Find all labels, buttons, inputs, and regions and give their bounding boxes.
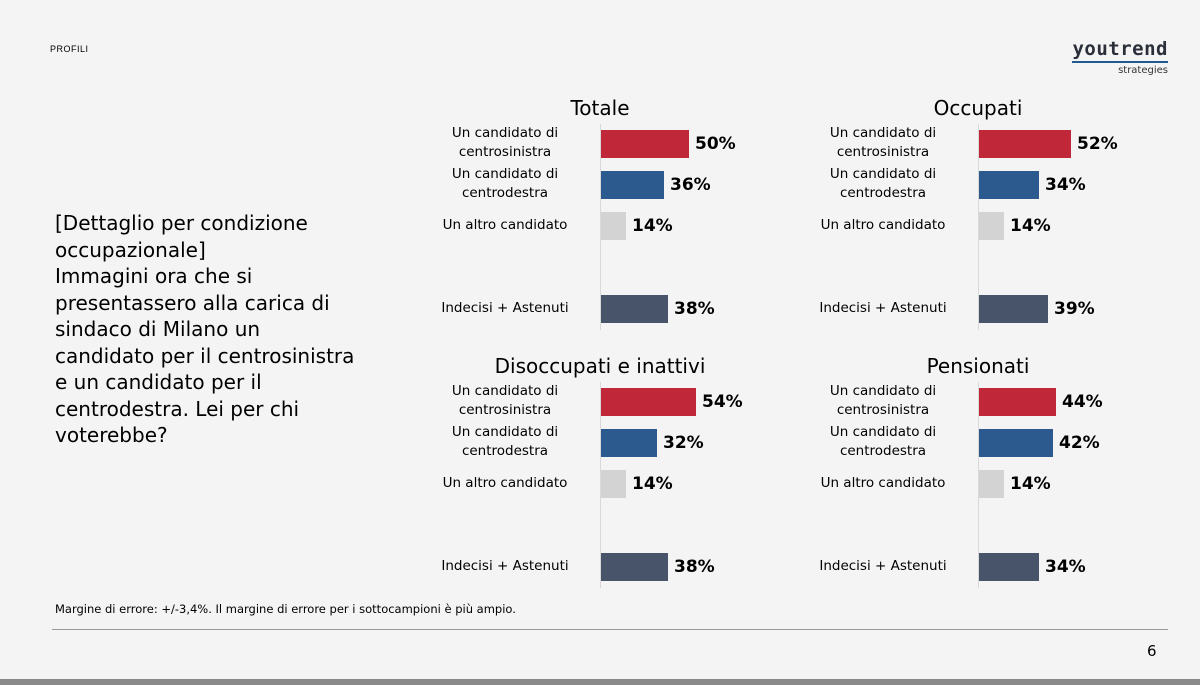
category-label-line: Indecisi + Astenuti	[441, 557, 569, 574]
category-label-indecisi-astenuti: Indecisi + Astenuti	[425, 299, 585, 318]
category-axis	[978, 382, 979, 588]
panel-title: Occupati	[933, 96, 1023, 120]
category-label-indecisi-astenuti: Indecisi + Astenuti	[803, 557, 963, 576]
bar-centrodestra	[979, 429, 1053, 457]
category-label-line: Indecisi + Astenuti	[819, 557, 947, 574]
category-axis	[600, 382, 601, 588]
panel-title: Disoccupati e inattivi	[494, 354, 706, 378]
data-label-centrodestra: 32%	[663, 433, 704, 453]
margin-of-error-note: Margine di errore: +/-3,4%. Il margine d…	[55, 602, 516, 616]
category-label-altro-candidato: Un altro candidato	[803, 474, 963, 493]
category-label-altro-candidato: Un altro candidato	[803, 216, 963, 235]
category-label-line: Un candidato di	[829, 125, 937, 141]
question-line: Immagini ora che si	[55, 264, 253, 288]
bottom-band	[0, 679, 1200, 685]
category-label-centrosinistra: Un candidato di centrosinistra	[425, 382, 585, 420]
question-line: [Dettaglio per condizione	[55, 211, 308, 235]
bar-centrosinistra	[979, 130, 1071, 158]
category-label-centrosinistra: Un candidato di centrosinistra	[803, 124, 963, 162]
category-label-line: centrodestra	[839, 443, 927, 459]
bar-altro-candidato	[979, 470, 1004, 498]
logo-wordmark: youtrend	[1072, 38, 1168, 60]
category-label-centrodestra: Un candidato di centrodestra	[425, 423, 585, 461]
category-label-indecisi-astenuti: Indecisi + Astenuti	[425, 557, 585, 576]
category-label-line: centrosinistra	[458, 402, 552, 418]
question-line: presentassero alla carica di	[55, 290, 330, 315]
bar-indecisi-astenuti	[601, 295, 668, 323]
category-label-line: Un altro candidato	[442, 216, 568, 233]
category-label-line: centrodestra	[461, 185, 549, 201]
category-label-line: Un candidato di	[829, 383, 937, 399]
data-label-altro-candidato: 14%	[1010, 216, 1051, 236]
bar-centrodestra	[601, 171, 664, 199]
question-line: occupazionale]	[55, 237, 206, 262]
category-label-centrodestra: Un candidato di centrodestra	[803, 165, 963, 203]
footer-divider	[52, 629, 1168, 630]
data-label-centrosinistra: 44%	[1062, 392, 1103, 412]
category-axis	[978, 124, 979, 330]
data-label-altro-candidato: 14%	[632, 474, 673, 494]
data-label-indecisi-astenuti: 38%	[674, 299, 715, 319]
category-label-line: centrosinistra	[458, 144, 552, 160]
bar-altro-candidato	[601, 212, 626, 240]
data-label-centrosinistra: 52%	[1077, 134, 1118, 154]
category-label-line: centrodestra	[839, 185, 927, 201]
question-line: e un candidato per il	[55, 370, 262, 394]
category-label-line: Un candidato di	[451, 383, 559, 399]
category-label-line: centrosinistra	[836, 402, 930, 418]
data-label-centrodestra: 34%	[1045, 175, 1086, 195]
data-label-altro-candidato: 14%	[1010, 474, 1051, 494]
category-label-line: Un altro candidato	[820, 216, 946, 233]
category-label-centrosinistra: Un candidato di centrosinistra	[425, 124, 585, 162]
data-label-indecisi-astenuti: 34%	[1045, 557, 1086, 577]
category-label-line: Indecisi + Astenuti	[441, 299, 569, 316]
category-label-line: Un altro candidato	[820, 474, 946, 491]
page-number: 6	[1147, 642, 1157, 660]
panel-title: Totale	[570, 96, 630, 120]
category-label-line: Un altro candidato	[442, 474, 568, 491]
category-label-line: Un candidato di	[451, 166, 559, 182]
data-label-centrodestra: 36%	[670, 175, 711, 195]
question-line: candidato per il centrosinistra	[55, 343, 355, 368]
data-label-centrosinistra: 50%	[695, 134, 736, 154]
logo-underline	[1072, 61, 1168, 63]
question-text: [Dettaglio per condizione occupazionale]…	[55, 210, 375, 449]
data-label-altro-candidato: 14%	[632, 216, 673, 236]
section-label: PROFILI	[50, 44, 89, 54]
category-label-line: Indecisi + Astenuti	[819, 299, 947, 316]
category-label-centrosinistra: Un candidato di centrosinistra	[803, 382, 963, 420]
question-line: sindaco di Milano un	[55, 317, 261, 341]
bar-indecisi-astenuti	[601, 553, 668, 581]
category-label-altro-candidato: Un altro candidato	[425, 216, 585, 235]
data-label-indecisi-astenuti: 38%	[674, 557, 715, 577]
data-label-indecisi-astenuti: 39%	[1054, 299, 1095, 319]
category-axis	[600, 124, 601, 330]
category-label-line: Un candidato di	[829, 424, 937, 440]
bar-centrosinistra	[979, 388, 1056, 416]
bar-altro-candidato	[601, 470, 626, 498]
bar-centrosinistra	[601, 130, 689, 158]
category-label-line: centrosinistra	[836, 144, 930, 160]
category-label-indecisi-astenuti: Indecisi + Astenuti	[803, 299, 963, 318]
category-label-centrodestra: Un candidato di centrodestra	[803, 423, 963, 461]
brand-logo: youtrend strategies	[1072, 38, 1168, 77]
category-label-line: Un candidato di	[451, 125, 559, 141]
category-label-centrodestra: Un candidato di centrodestra	[425, 165, 585, 203]
data-label-centrodestra: 42%	[1059, 433, 1100, 453]
category-label-line: Un candidato di	[451, 424, 559, 440]
question-line: voterebbe?	[55, 423, 168, 447]
bar-indecisi-astenuti	[979, 295, 1048, 323]
category-label-line: Un candidato di	[829, 166, 937, 182]
bar-altro-candidato	[979, 212, 1004, 240]
bar-centrosinistra	[601, 388, 696, 416]
data-label-centrosinistra: 54%	[702, 392, 743, 412]
logo-subtitle: strategies	[1118, 65, 1168, 76]
panel-title: Pensionati	[926, 354, 1030, 378]
bar-indecisi-astenuti	[979, 553, 1039, 581]
question-line: centrodestra. Lei per chi	[55, 396, 300, 421]
category-label-altro-candidato: Un altro candidato	[425, 474, 585, 493]
bar-centrodestra	[979, 171, 1039, 199]
category-label-line: centrodestra	[461, 443, 549, 459]
bar-centrodestra	[601, 429, 657, 457]
